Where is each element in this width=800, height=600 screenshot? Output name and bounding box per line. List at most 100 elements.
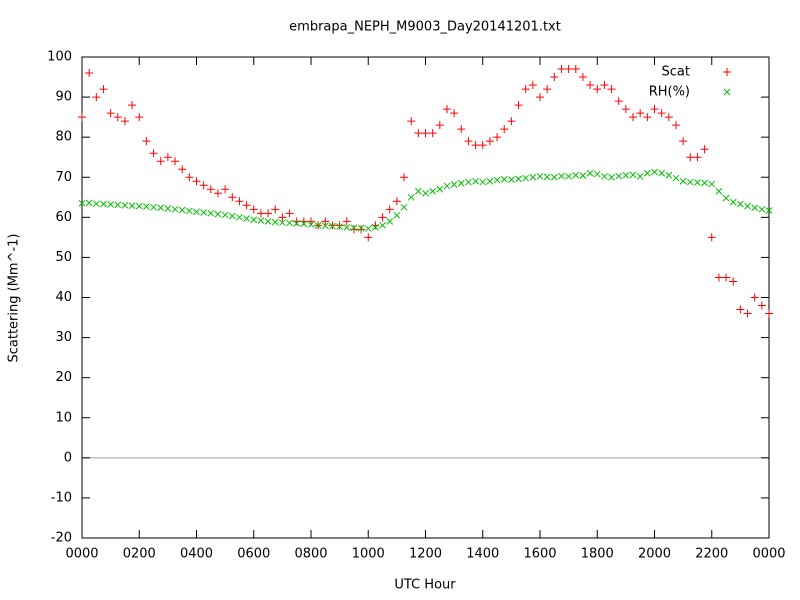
point	[686, 153, 695, 162]
point	[414, 187, 422, 195]
point	[657, 109, 666, 118]
point	[249, 205, 258, 214]
point	[743, 309, 752, 318]
point	[765, 207, 773, 214]
point	[500, 125, 509, 134]
point	[85, 69, 94, 78]
x-tick-label: 0000	[65, 547, 98, 562]
point	[85, 199, 93, 207]
point	[665, 171, 673, 179]
point	[700, 145, 709, 154]
point	[400, 203, 408, 211]
point	[321, 222, 329, 230]
point	[193, 208, 200, 216]
point	[192, 177, 201, 186]
point	[714, 273, 723, 282]
point	[400, 173, 409, 182]
point	[729, 198, 737, 206]
point	[522, 174, 530, 182]
point	[128, 101, 137, 110]
point	[164, 205, 172, 212]
point	[135, 202, 143, 210]
point	[414, 129, 423, 138]
x-tick-label: 1200	[409, 547, 442, 562]
point	[335, 221, 344, 230]
point	[671, 121, 680, 130]
point	[178, 165, 187, 174]
point	[694, 179, 701, 186]
point	[149, 149, 158, 158]
point	[629, 171, 637, 179]
point	[485, 137, 494, 146]
point	[357, 224, 365, 232]
point	[142, 137, 151, 146]
point	[264, 209, 273, 218]
y-tick-label: -20	[51, 531, 72, 546]
y-tick-label: 10	[55, 410, 72, 425]
point	[257, 217, 265, 224]
point	[185, 207, 193, 215]
point	[421, 129, 430, 138]
point	[737, 200, 744, 208]
point	[658, 169, 666, 177]
point	[757, 301, 766, 310]
point	[393, 211, 401, 219]
point	[744, 202, 751, 210]
point	[614, 97, 623, 106]
point	[515, 175, 522, 183]
point	[343, 224, 351, 231]
point	[171, 157, 180, 166]
point	[750, 293, 759, 302]
y-tick-label: 80	[55, 130, 72, 145]
point	[178, 206, 186, 214]
point	[271, 205, 280, 214]
point	[342, 217, 351, 226]
point	[543, 85, 552, 94]
point	[199, 181, 208, 190]
point	[550, 73, 559, 82]
y-tick-label: -10	[51, 490, 72, 505]
point	[157, 204, 165, 212]
point	[578, 73, 587, 82]
point	[407, 193, 415, 201]
y-tick-label: 70	[55, 170, 72, 185]
point	[121, 201, 129, 209]
point	[285, 209, 294, 218]
point	[650, 105, 659, 114]
point	[292, 217, 301, 226]
point	[264, 217, 272, 225]
x-tick-label: 2200	[695, 547, 728, 562]
point	[571, 65, 580, 74]
point	[528, 81, 537, 90]
point	[407, 117, 416, 126]
point	[608, 173, 615, 181]
x-tick-label: 2000	[638, 547, 671, 562]
point	[543, 173, 551, 181]
point	[256, 209, 265, 218]
legend-symbol	[723, 68, 731, 76]
point	[221, 211, 229, 219]
point	[643, 113, 652, 122]
point	[493, 133, 502, 142]
point	[314, 221, 322, 229]
point	[278, 213, 287, 222]
point	[206, 185, 215, 194]
point	[686, 178, 694, 186]
point	[450, 109, 459, 118]
point	[664, 113, 673, 122]
point	[536, 173, 544, 180]
point	[672, 174, 680, 182]
point	[236, 213, 243, 221]
point	[564, 65, 573, 74]
point	[529, 173, 537, 181]
point	[321, 217, 330, 226]
point	[250, 216, 258, 224]
point	[128, 202, 136, 210]
point	[99, 85, 108, 94]
point	[514, 101, 523, 110]
point	[636, 109, 645, 118]
y-tick-label: 20	[55, 370, 72, 385]
point	[707, 233, 716, 242]
point	[479, 178, 487, 186]
point	[293, 219, 301, 227]
